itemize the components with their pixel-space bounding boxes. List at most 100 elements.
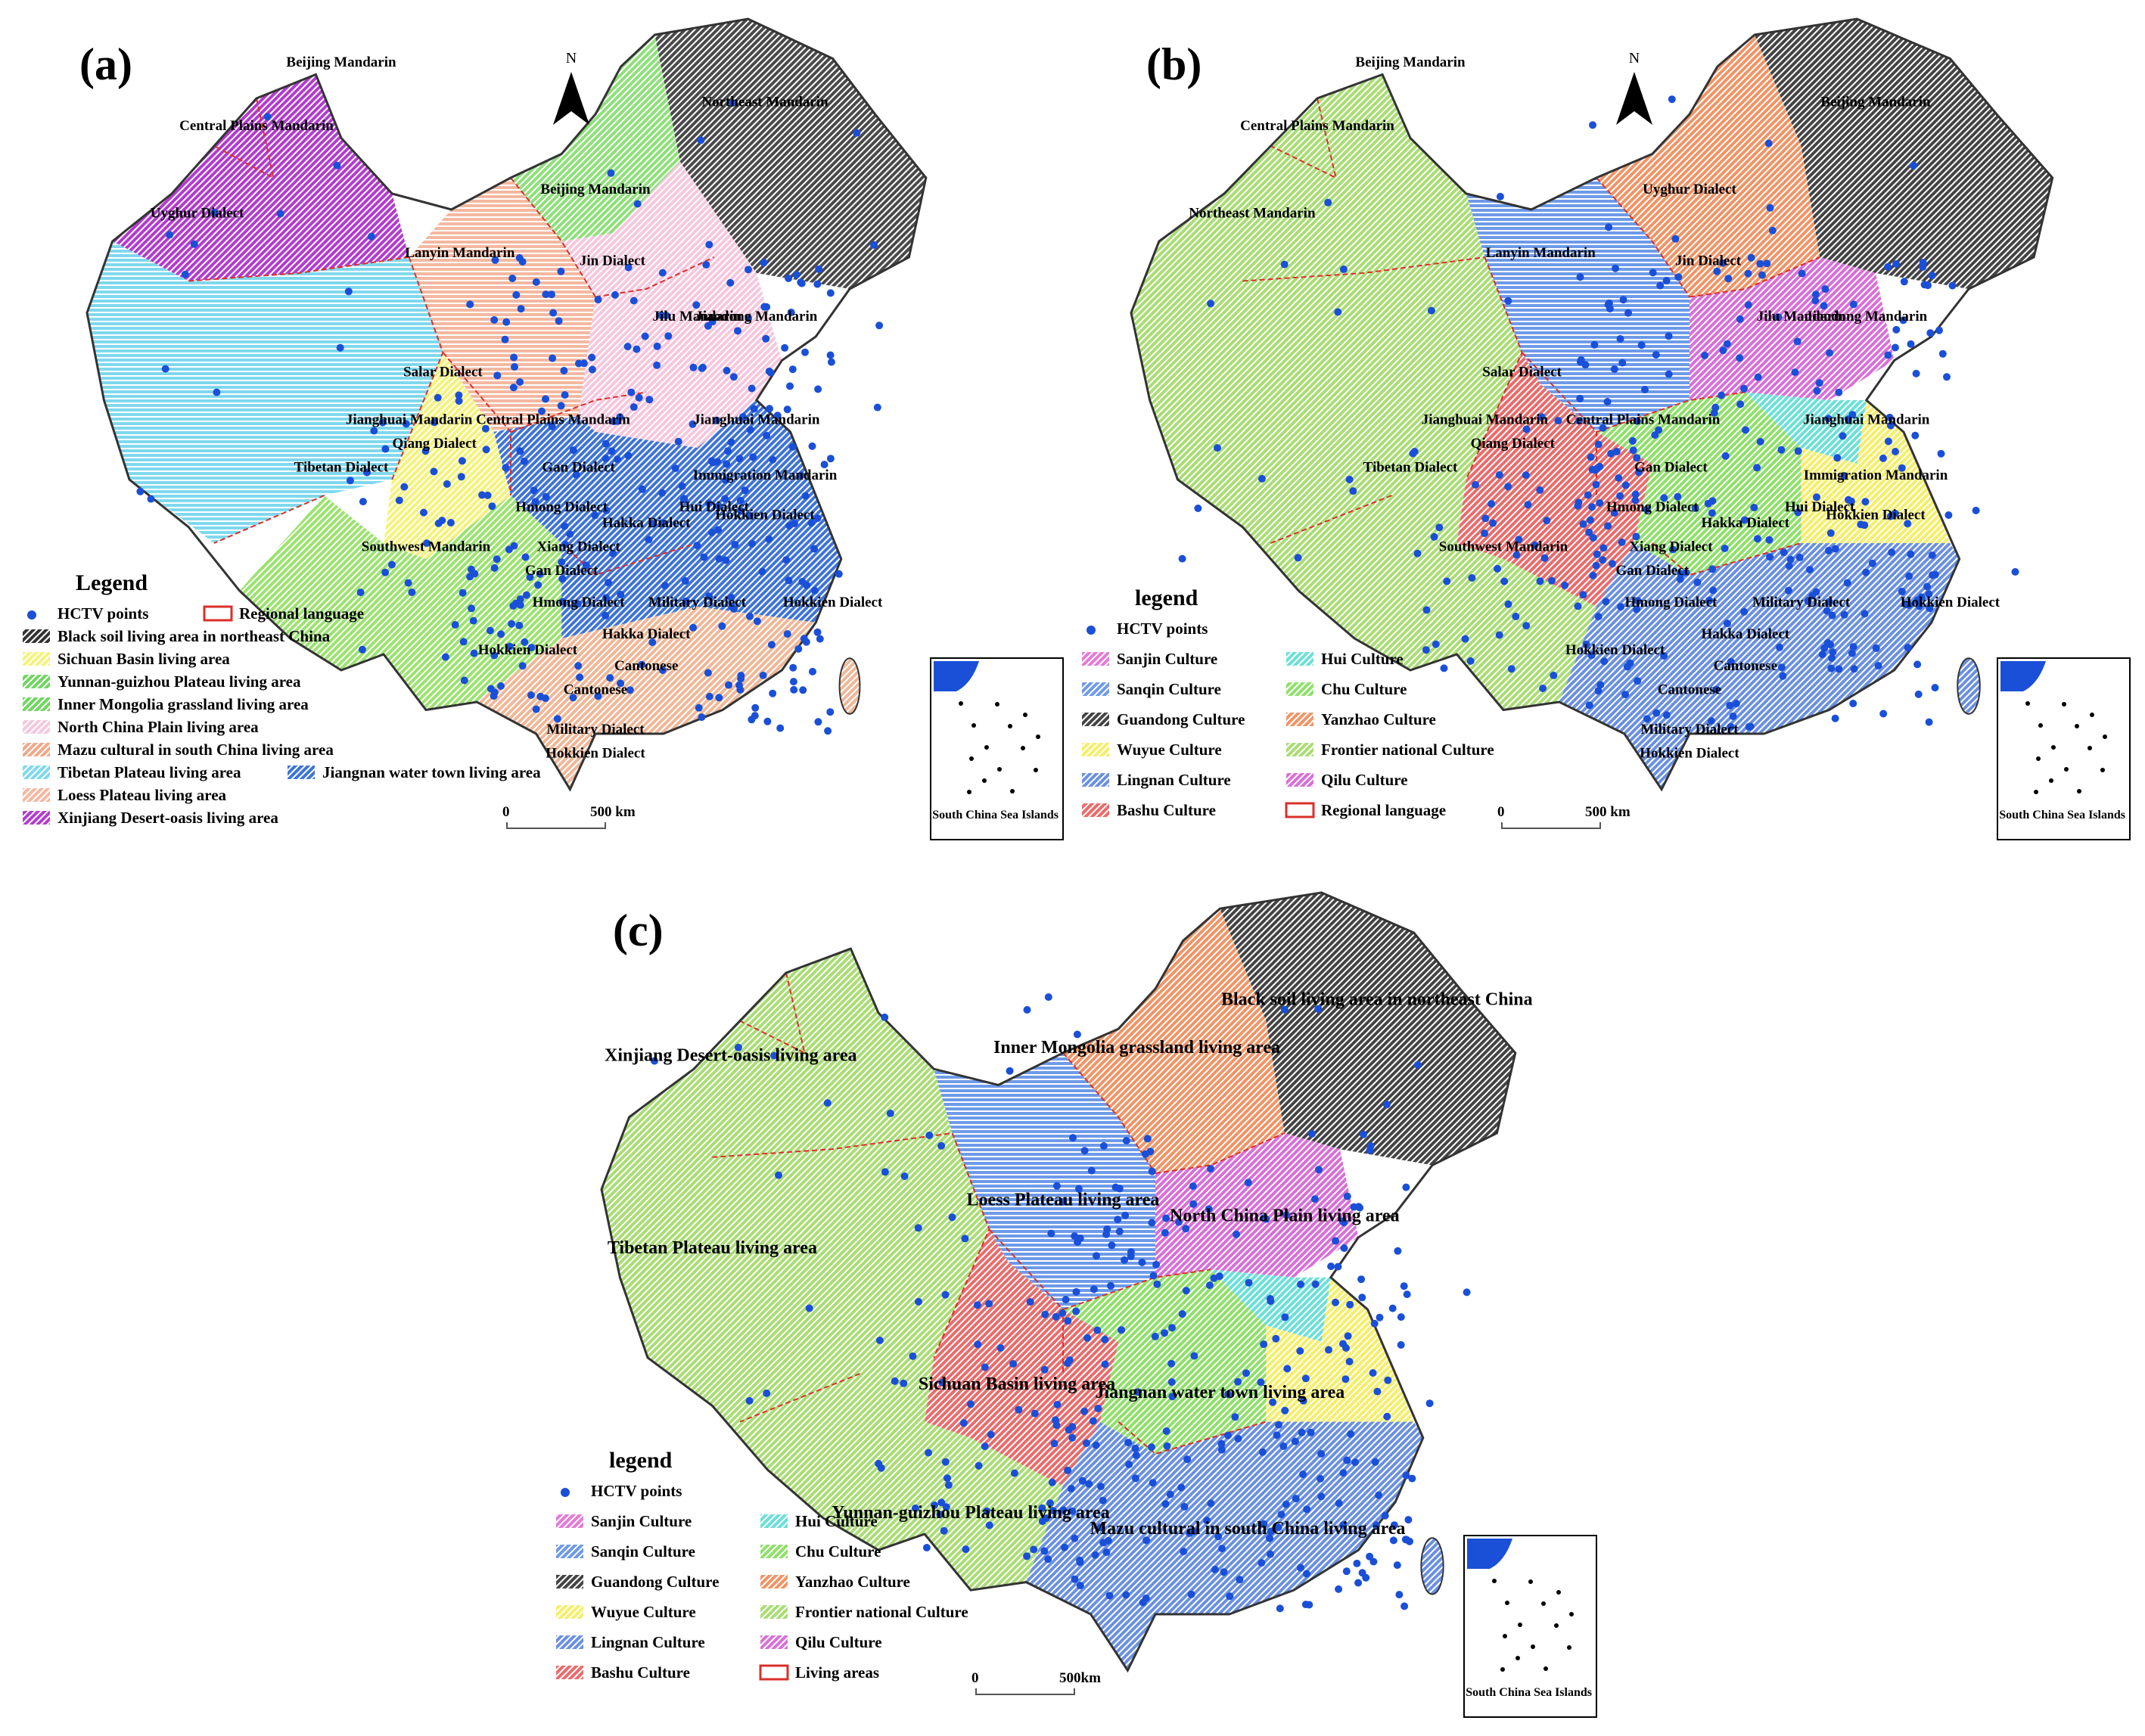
hctv-point [502, 464, 510, 472]
hctv-point [1115, 1228, 1124, 1235]
hctv-point [682, 597, 690, 605]
map-label: Jilu Mandarin [1757, 309, 1846, 325]
hctv-point [816, 635, 824, 643]
hctv-point [962, 1545, 970, 1554]
hctv-point [1828, 611, 1836, 620]
hctv-point [1430, 533, 1438, 541]
hctv-point [1579, 591, 1587, 599]
hctv-point [1736, 354, 1744, 362]
hctv-point [705, 592, 713, 601]
hctv-point [1972, 506, 1980, 514]
hctv-point [1324, 198, 1332, 207]
hctv-point [674, 437, 682, 446]
hctv-point [455, 391, 463, 399]
hctv-point [763, 303, 771, 311]
legend-title: legend [1135, 585, 1198, 610]
hctv-point [1515, 536, 1523, 544]
hctv-point [520, 457, 528, 465]
hctv-point [1282, 1211, 1291, 1219]
hctv-point [1468, 574, 1476, 582]
hctv-point [734, 327, 741, 335]
hctv-point [1052, 1182, 1061, 1190]
hctv-point [1349, 487, 1357, 495]
hctv-point [1118, 1326, 1126, 1334]
hctv-point [451, 621, 459, 629]
legend-label: North China Plain living area [58, 718, 259, 736]
hctv-point [1831, 545, 1839, 553]
hctv-point [502, 318, 511, 326]
hctv-point [1928, 551, 1936, 560]
hctv-point [488, 502, 496, 511]
hctv-point [900, 1172, 909, 1180]
hctv-point [1114, 1216, 1122, 1224]
inset-island [971, 723, 976, 728]
legend-swatch [556, 1605, 583, 1619]
regional-boundary [1521, 352, 1597, 495]
legend-label: Jiangnan water town living area [322, 763, 541, 781]
hctv-point [1943, 373, 1951, 381]
legend-label: Sichuan Basin living area [58, 650, 230, 668]
hctv-point [1233, 1230, 1241, 1238]
hctv-point [1257, 474, 1266, 483]
hctv-point [1314, 1005, 1323, 1013]
legend-swatch [1082, 803, 1109, 817]
legend-swatch [23, 766, 50, 779]
map-label: Hakka Dialect [1701, 515, 1789, 531]
hctv-point [1299, 1470, 1307, 1478]
hctv-point [1561, 581, 1569, 589]
hctv-point [948, 1213, 956, 1222]
hctv-point [1178, 1310, 1186, 1318]
hctv-point [915, 1297, 922, 1306]
hctv-point [807, 519, 816, 527]
inset-island [995, 702, 999, 707]
hctv-point [651, 1057, 658, 1065]
hctv-point [1189, 1182, 1197, 1191]
legend-title: Legend [76, 570, 148, 595]
hctv-point [1283, 1365, 1292, 1373]
hctv-point [1596, 462, 1604, 470]
hctv-point [1587, 516, 1594, 524]
hctv-point [769, 689, 777, 697]
hctv-point [1729, 712, 1737, 720]
hctv-point [497, 630, 505, 638]
hctv-point [493, 371, 502, 380]
hctv-point [1220, 1568, 1228, 1576]
hctv-point [823, 1099, 832, 1107]
hctv-point [959, 1419, 968, 1427]
hctv-point [213, 388, 221, 396]
hctv-point [1059, 1197, 1068, 1206]
map-label: Mazu cultural in south China living area [1090, 1519, 1406, 1539]
legend-label: Loess Plateau living area [58, 786, 227, 804]
hctv-point [769, 455, 777, 464]
hctv-point [491, 256, 499, 264]
hctv-point [1276, 1604, 1284, 1613]
hctv-point [1305, 1601, 1313, 1609]
hctv-point [530, 486, 538, 495]
inset-island [1503, 1634, 1507, 1638]
hctv-point [1911, 431, 1920, 439]
hctv-point [1655, 426, 1663, 434]
hctv-point [745, 314, 753, 322]
hctv-point [729, 99, 737, 107]
hctv-point [1763, 259, 1771, 268]
regional-boundary [213, 98, 275, 179]
hctv-point [1784, 586, 1792, 595]
hctv-point [1905, 601, 1913, 609]
hctv-point [626, 686, 634, 694]
hctv-point [1089, 1417, 1097, 1425]
hctv-point [591, 511, 599, 520]
hctv-point [617, 679, 625, 688]
hctv-point [1662, 711, 1671, 719]
hctv-point [1579, 520, 1587, 528]
hctv-point [1827, 664, 1836, 672]
inset-island [1518, 1623, 1522, 1627]
hctv-point [501, 335, 509, 343]
hctv-point [1488, 500, 1496, 508]
hctv-point [517, 305, 525, 313]
hctv-point [1301, 1374, 1310, 1383]
map-label: Immigration Mandarin [693, 467, 838, 483]
hctv-point [1315, 1166, 1323, 1174]
hctv-point [1353, 1559, 1361, 1567]
map-label: Central Plains Mandarin [476, 412, 630, 428]
hctv-point [1744, 269, 1752, 278]
